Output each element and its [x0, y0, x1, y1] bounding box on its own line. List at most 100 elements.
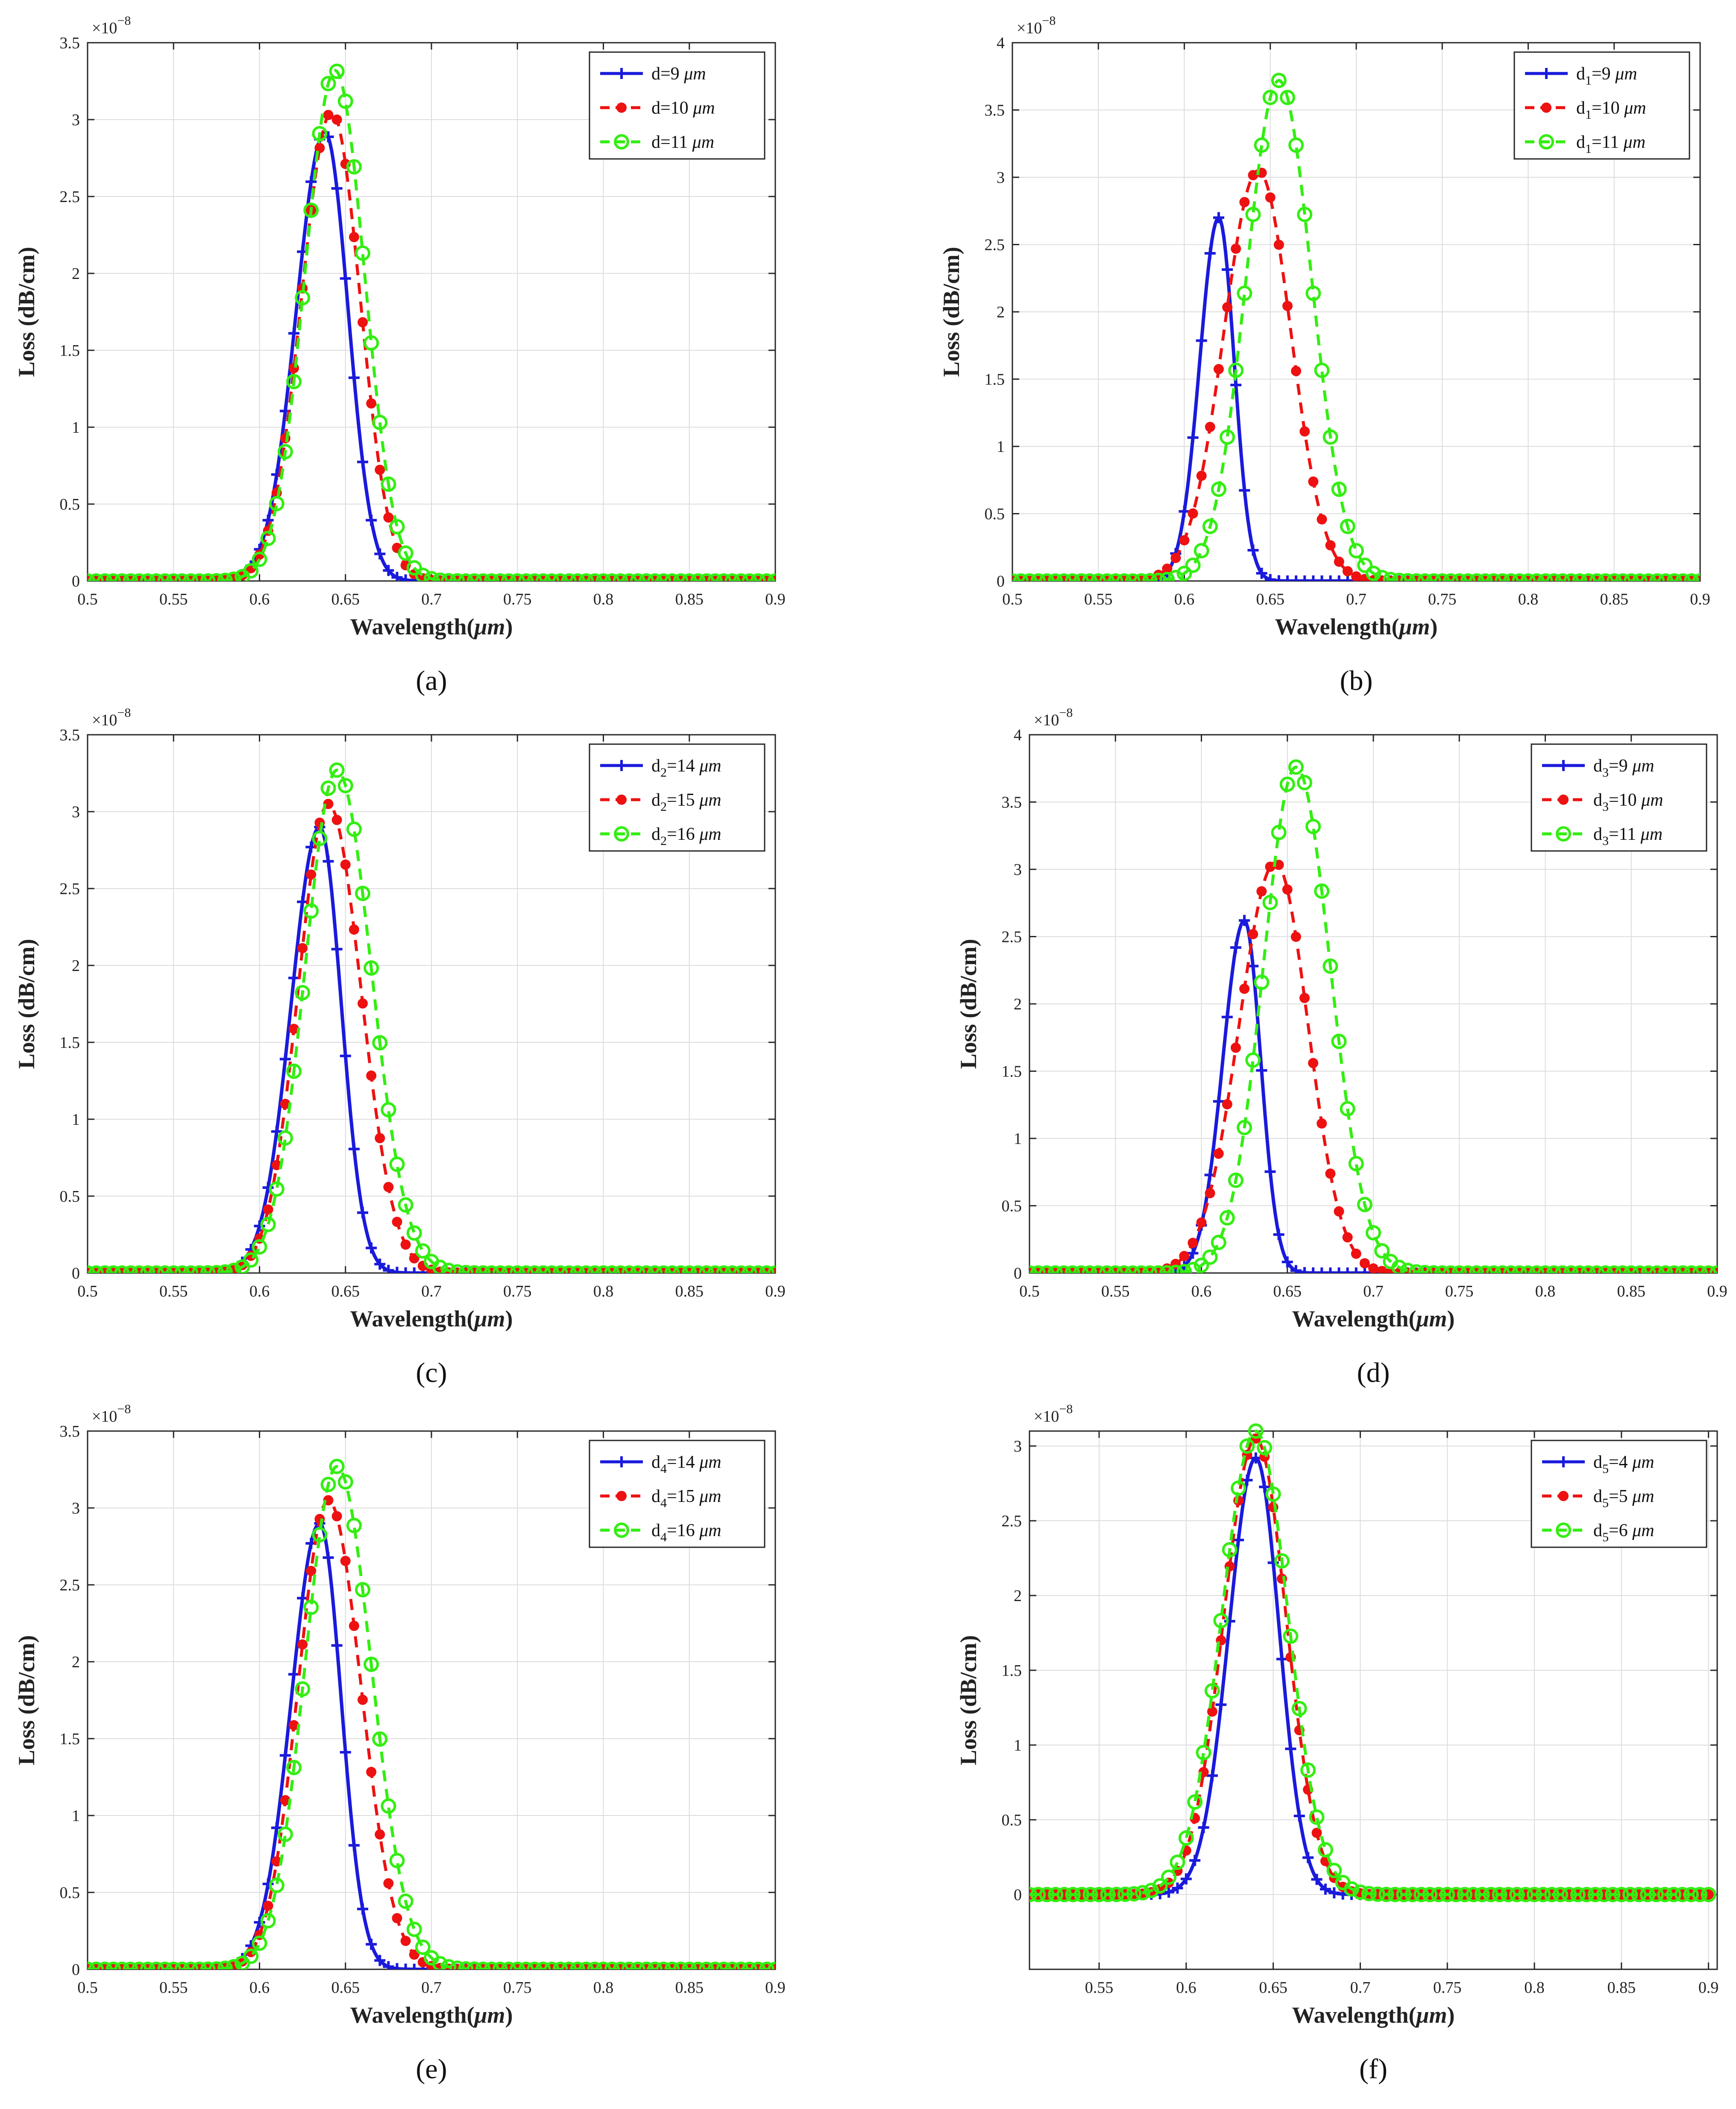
data-point [493, 573, 508, 581]
dot-marker-icon [1558, 795, 1569, 805]
data-point [1030, 1887, 1046, 1902]
data-point [1396, 1886, 1412, 1902]
chart-panel-b: 0.5 0.55 0.6 0.65 0.7 0.75 0.8 0.85 0.900.511.52… [938, 14, 1710, 696]
data-point [340, 1746, 351, 1758]
y-tick-label: 2 [1014, 995, 1022, 1013]
data-point [1701, 1265, 1716, 1273]
data-point [364, 960, 379, 976]
data-point [254, 1916, 265, 1928]
data-point [1387, 1886, 1403, 1902]
y-multiplier-base: ×10 [92, 711, 117, 729]
y-multiplier-exponent: −8 [1042, 14, 1056, 28]
data-point [286, 1760, 302, 1775]
data-point [286, 374, 302, 390]
data-point [349, 1620, 359, 1631]
data-point [518, 573, 534, 581]
data-point [323, 1552, 334, 1563]
data-point [647, 1962, 663, 1969]
x-axis-label-text: Wavelength( [350, 2002, 474, 2028]
x-axis-label-text: Wavelength( [1292, 2002, 1416, 2028]
data-point [1013, 573, 1029, 581]
legend-label-sub: 4 [660, 1462, 667, 1476]
data-point [381, 1798, 396, 1814]
data-point [1342, 566, 1353, 577]
data-point [570, 1962, 586, 1969]
data-point [1241, 1474, 1253, 1486]
data-point [656, 1265, 672, 1273]
data-point [449, 573, 465, 581]
data-point [1047, 573, 1063, 581]
data-point [621, 1265, 637, 1273]
data-point [1391, 572, 1407, 581]
data-point [226, 1262, 242, 1273]
data-point [346, 1518, 362, 1534]
y-multiplier: ×10−8 [1034, 1402, 1073, 1426]
data-point [1256, 886, 1267, 897]
data-point [1116, 573, 1132, 581]
data-point [123, 573, 138, 581]
y-multiplier-base: ×10 [1017, 19, 1042, 37]
legend-label-unit: μm [1632, 756, 1654, 776]
data-point [263, 1901, 273, 1911]
legend-label-unit: μm [699, 756, 721, 776]
x-tick-label: 0.9 [1707, 1282, 1727, 1300]
y-tick-label: 1.5 [60, 342, 80, 360]
data-point [1520, 573, 1536, 581]
data-point [1675, 573, 1691, 581]
x-tick-label: 0.55 [159, 590, 188, 608]
y-multiplier-exponent: −8 [1059, 1402, 1073, 1416]
legend-label: d1=9 μm [1576, 64, 1637, 88]
y-tick-label: 1.5 [1002, 1063, 1022, 1081]
data-point [578, 1265, 594, 1273]
data-point [1291, 1701, 1307, 1716]
data-point [1366, 1225, 1381, 1241]
data-point [1509, 1887, 1525, 1902]
data-point [1030, 1265, 1046, 1273]
data-point [295, 1681, 311, 1697]
data-point [1452, 1265, 1467, 1273]
data-point [1581, 1265, 1596, 1273]
legend-label: d=11 μm [651, 132, 714, 152]
x-axis-label: Wavelength(μm) [350, 614, 513, 639]
data-point [1658, 573, 1674, 581]
data-point [1570, 1887, 1586, 1902]
data-point [1290, 575, 1302, 581]
data-point [1572, 1265, 1587, 1273]
data-point [1649, 573, 1665, 581]
data-point [1469, 1265, 1484, 1273]
data-point [375, 464, 385, 475]
circle-marker-icon [614, 134, 629, 150]
data-point [1082, 1886, 1098, 1902]
legend-label-unit: μm [1624, 98, 1646, 118]
series-3 [1029, 759, 1717, 1273]
legend-label-var: d [651, 98, 660, 118]
data-point [303, 903, 319, 919]
x-axis-label-close: ) [505, 614, 513, 639]
data-point [432, 1259, 448, 1273]
data-point [1452, 573, 1467, 581]
data-point [415, 567, 431, 581]
data-point [364, 335, 379, 351]
legend-label: d1=11 μm [1576, 132, 1645, 156]
data-point [1314, 883, 1330, 899]
data-point [271, 1822, 282, 1833]
data-point [314, 143, 325, 153]
data-point [1161, 1869, 1177, 1885]
data-point [106, 573, 121, 581]
data-point [1460, 573, 1476, 581]
data-point [1520, 1265, 1536, 1273]
data-point [1300, 1762, 1316, 1778]
data-point [1615, 573, 1630, 581]
legend-label-value: =9 [1609, 756, 1632, 776]
data-point [252, 1239, 267, 1255]
y-multiplier: ×10−8 [1034, 706, 1073, 729]
data-point [1417, 1264, 1433, 1273]
data-point [527, 573, 542, 581]
data-point [166, 573, 182, 581]
data-point [400, 1936, 411, 1946]
data-point [1308, 575, 1319, 581]
y-tick-label: 3.5 [60, 34, 80, 52]
data-point [1187, 1247, 1199, 1259]
data-point [1486, 1265, 1501, 1273]
data-point [1383, 572, 1399, 581]
